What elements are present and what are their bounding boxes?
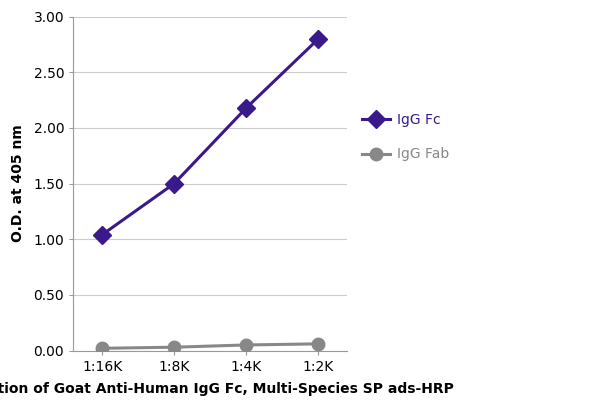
IgG Fab [170,345,178,350]
IgG Fc [315,37,322,42]
X-axis label: Dilution of Goat Anti-Human IgG Fc, Multi-Species SP ads-HRP: Dilution of Goat Anti-Human IgG Fc, Mult… [0,382,454,396]
IgG Fc [242,105,250,110]
Line: IgG Fab: IgG Fab [96,337,325,354]
IgG Fab [98,346,106,351]
Legend: IgG Fc, IgG Fab: IgG Fc, IgG Fab [357,107,455,167]
IgG Fc [170,181,178,186]
IgG Fc [98,232,106,237]
IgG Fab [315,341,322,346]
Y-axis label: O.D. at 405 nm: O.D. at 405 nm [11,125,25,243]
IgG Fab [242,343,250,348]
Line: IgG Fc: IgG Fc [96,33,325,241]
